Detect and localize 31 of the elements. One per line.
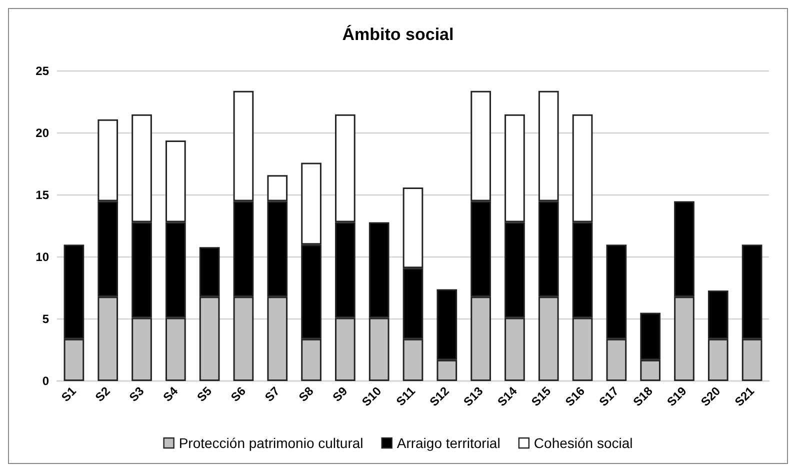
legend-label: Cohesión social xyxy=(534,435,633,451)
x-tick-label: S13 xyxy=(460,384,486,410)
y-tick-label: 0 xyxy=(42,374,50,388)
y-tick-label: 15 xyxy=(36,188,50,202)
x-tick-label: S18 xyxy=(630,384,656,410)
x-tick-label: S11 xyxy=(393,384,418,409)
x-tick-label: S1 xyxy=(58,384,80,404)
legend-label: Protección patrimonio cultural xyxy=(178,435,364,451)
x-tick-label: S4 xyxy=(160,384,181,404)
x-tick-label: S17 xyxy=(596,384,622,410)
x-tick-label: S20 xyxy=(698,384,724,410)
x-tick-label: S6 xyxy=(228,384,249,404)
x-tick-label: S15 xyxy=(528,384,554,410)
x-tick-label: S16 xyxy=(562,384,588,410)
x-tick-label: S7 xyxy=(262,384,283,404)
y-tick-label: 5 xyxy=(42,312,50,326)
x-tick-label: S19 xyxy=(664,384,690,410)
x-tick-label: S3 xyxy=(126,384,147,404)
chart-title: Ámbito social xyxy=(342,24,454,44)
y-tick-label: 20 xyxy=(36,126,50,140)
x-tick-label: S9 xyxy=(330,384,350,404)
x-tick-label: S21 xyxy=(732,384,758,410)
y-tick-label: 25 xyxy=(36,64,50,78)
x-tick-label: S5 xyxy=(194,384,215,404)
y-tick-label: 10 xyxy=(36,250,50,264)
x-tick-label: S14 xyxy=(494,384,520,410)
x-tick-label: S8 xyxy=(296,384,316,404)
legend-label: Arraigo territorial xyxy=(396,435,500,451)
x-tick-label: S2 xyxy=(92,384,114,404)
x-tick-label: S10 xyxy=(359,384,384,410)
x-tick-label: S12 xyxy=(426,384,452,410)
